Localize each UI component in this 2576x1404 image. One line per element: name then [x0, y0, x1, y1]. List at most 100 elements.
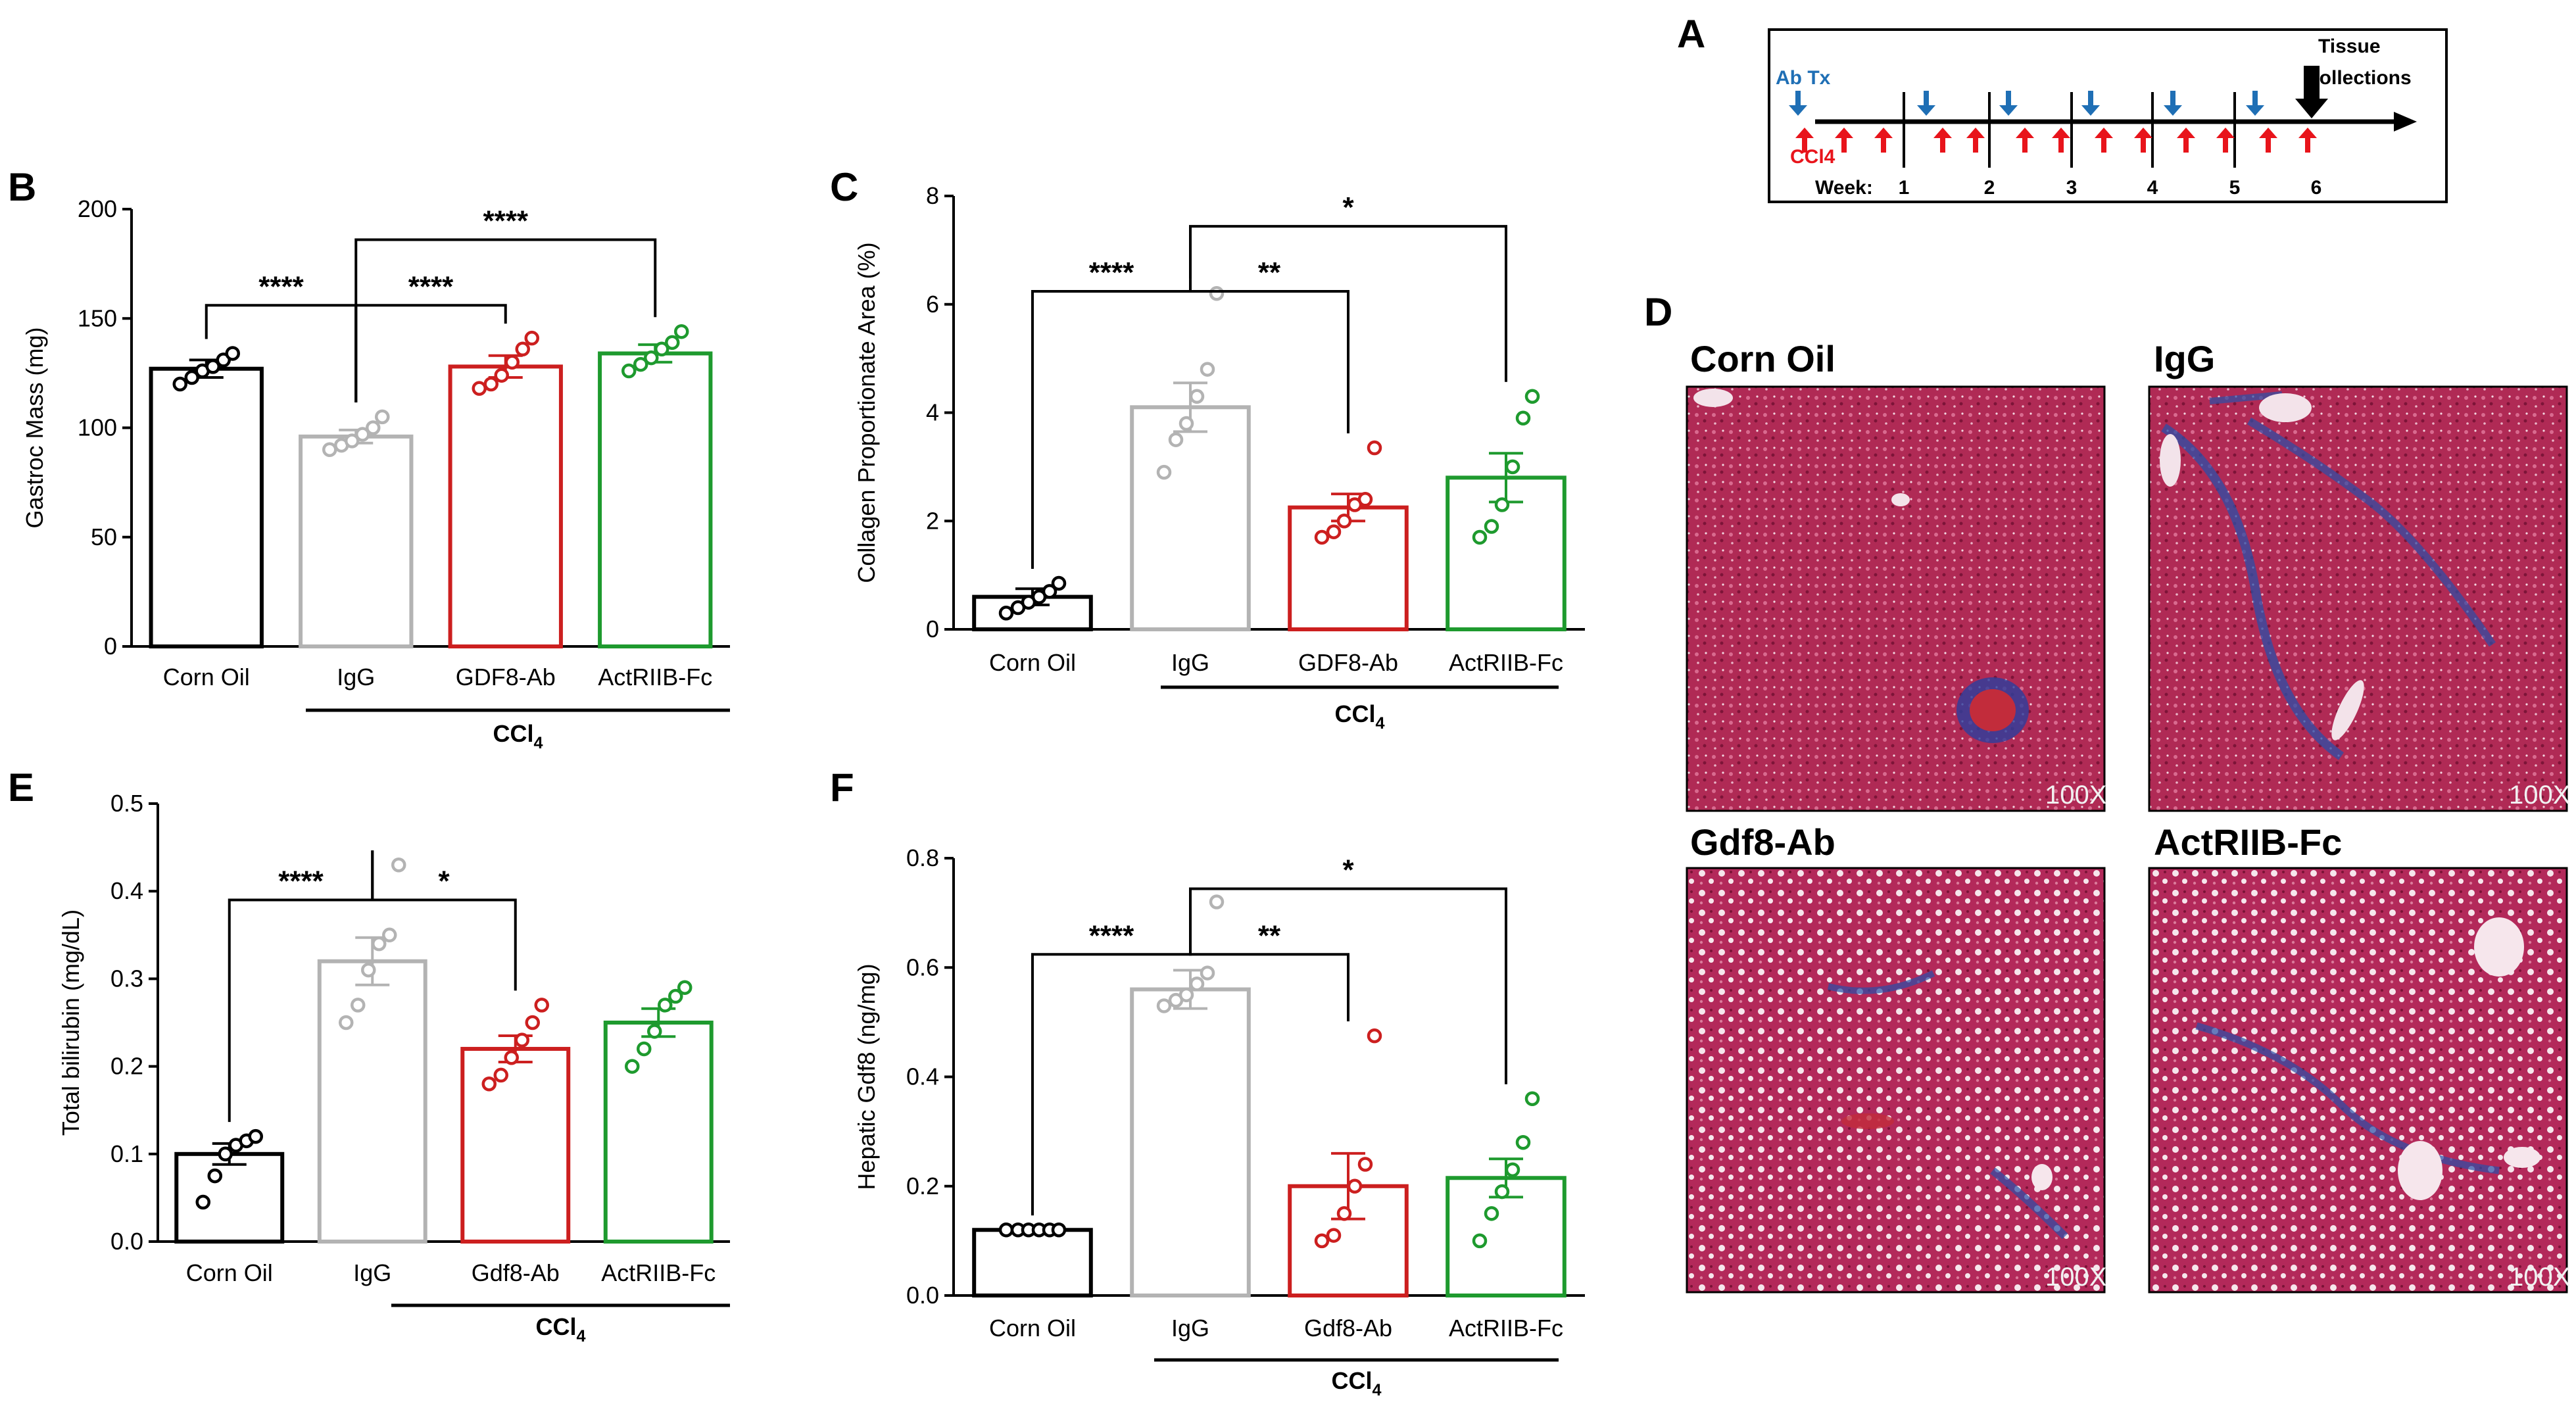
data-point: [637, 1041, 652, 1057]
data-point: [674, 324, 689, 339]
bar: [1130, 987, 1251, 1297]
data-point: [1494, 1184, 1510, 1199]
significance-bracket: [371, 850, 517, 991]
y-tick-label: 0.8: [906, 844, 939, 871]
data-point: [1314, 529, 1330, 545]
data-point: [351, 998, 366, 1013]
data-point: [658, 998, 673, 1013]
panel-letter-c: C: [830, 165, 858, 209]
data-point: [633, 356, 648, 372]
data-point: [665, 335, 680, 351]
y-tick-label: 0.0: [906, 1282, 939, 1309]
data-point: [1051, 1222, 1067, 1238]
bar: [1288, 505, 1409, 631]
histo-title-gdf8-ab: Gdf8-Ab: [1690, 821, 1835, 863]
data-point: [1156, 464, 1172, 480]
panel-letter-f: F: [830, 765, 854, 810]
data-point: [1484, 1206, 1499, 1221]
bar: [460, 1046, 571, 1244]
ab-treatment-arrow: [2246, 91, 2264, 116]
data-point: [514, 1032, 529, 1048]
y-tick-label: 0.0: [110, 1228, 143, 1255]
data-point: [1515, 410, 1531, 425]
data-point: [481, 1076, 497, 1092]
data-point: [1156, 998, 1172, 1013]
bar: [972, 1228, 1093, 1297]
data-point: [668, 988, 683, 1004]
data-point: [1357, 492, 1373, 507]
category-label: ActRIIB-Fc: [1449, 649, 1563, 676]
data-point: [207, 1168, 222, 1184]
data-point: [355, 427, 370, 442]
y-tick-label: 0.2: [906, 1173, 939, 1199]
data-point: [322, 442, 337, 457]
y-tick-label: 0.1: [110, 1140, 143, 1167]
data-point: [1209, 894, 1225, 909]
ccl4-dose-arrow: [1966, 128, 1985, 153]
significance-label: *: [1342, 191, 1354, 224]
data-point: [504, 354, 520, 370]
data-point: [366, 420, 381, 435]
bar: [448, 364, 563, 649]
y-tick-label: 8: [926, 182, 939, 209]
timeline-frame: [1768, 28, 2448, 203]
histology-panels: Corn Oil IgG Gdf8-Ab ActRIIB-Fc: [1686, 338, 2570, 1294]
tissue-collection-arrow: [2295, 66, 2328, 118]
ccl4-dose-arrow: [2052, 128, 2070, 153]
data-point: [375, 409, 390, 425]
ccl4-dose-arrow: [1874, 128, 1893, 153]
significance-label: ****: [483, 205, 529, 237]
y-tick-label: 0.5: [110, 790, 143, 817]
significance-bracket: [1189, 279, 1349, 434]
data-point: [621, 363, 637, 379]
data-point: [493, 1067, 508, 1083]
data-point: [998, 1222, 1014, 1238]
data-point: [1484, 519, 1499, 534]
y-axis-label: Hepatic Gdf8 (ng/mg): [853, 963, 880, 1190]
data-point: [361, 962, 376, 978]
data-point: [391, 857, 406, 873]
data-point: [1326, 1228, 1342, 1243]
week-number: 2: [1984, 177, 1995, 199]
bar: [317, 959, 427, 1244]
ab-treatment-arrow: [2164, 91, 2182, 116]
y-axis-label: Total bilirubin (mg/dL): [57, 909, 84, 1136]
data-point: [524, 330, 539, 346]
data-point: [1179, 987, 1194, 1003]
bar: [1130, 405, 1251, 631]
significance-bracket: [1189, 887, 1349, 1022]
data-point: [515, 341, 530, 357]
week-number: 6: [2311, 177, 2322, 199]
data-point: [205, 359, 220, 374]
significance-label: *: [438, 865, 450, 898]
bar: [149, 366, 264, 648]
ab-tx-label: Ab Tx: [1776, 67, 1831, 89]
data-point: [1524, 1091, 1540, 1106]
ccl4-dose-arrow: [1933, 128, 1952, 153]
group-label: CCl4: [1331, 1367, 1381, 1399]
significance-label: ****: [278, 865, 324, 898]
data-point: [225, 346, 240, 361]
category-label: IgG: [353, 1259, 391, 1286]
magnification-actriib-fc: 100X: [2509, 1263, 2570, 1292]
y-tick-label: 6: [926, 291, 939, 318]
panel-letter-e: E: [8, 765, 34, 810]
significance-label: **: [1258, 919, 1281, 952]
histo-image-gdf8-ab: [1686, 867, 2106, 1294]
data-point: [1189, 976, 1205, 992]
ccl4-dose-arrow: [2095, 128, 2113, 153]
ab-treatment-arrow: [1789, 91, 1807, 116]
data-point: [1472, 529, 1488, 545]
data-point: [339, 1015, 354, 1030]
category-label: IgG: [1171, 1315, 1209, 1342]
data-point: [1472, 1233, 1488, 1249]
tissue-label: Tissue: [2318, 36, 2381, 57]
histo-image-corn-oil: [1686, 385, 2106, 812]
y-tick-label: 0.6: [906, 954, 939, 980]
category-label: ActRIIB-Fc: [598, 664, 712, 690]
significance-bracket: [1189, 225, 1507, 382]
category-label: ActRIIB-Fc: [601, 1259, 716, 1286]
ab-treatment-arrow: [1999, 91, 2018, 116]
data-point: [1168, 432, 1184, 447]
